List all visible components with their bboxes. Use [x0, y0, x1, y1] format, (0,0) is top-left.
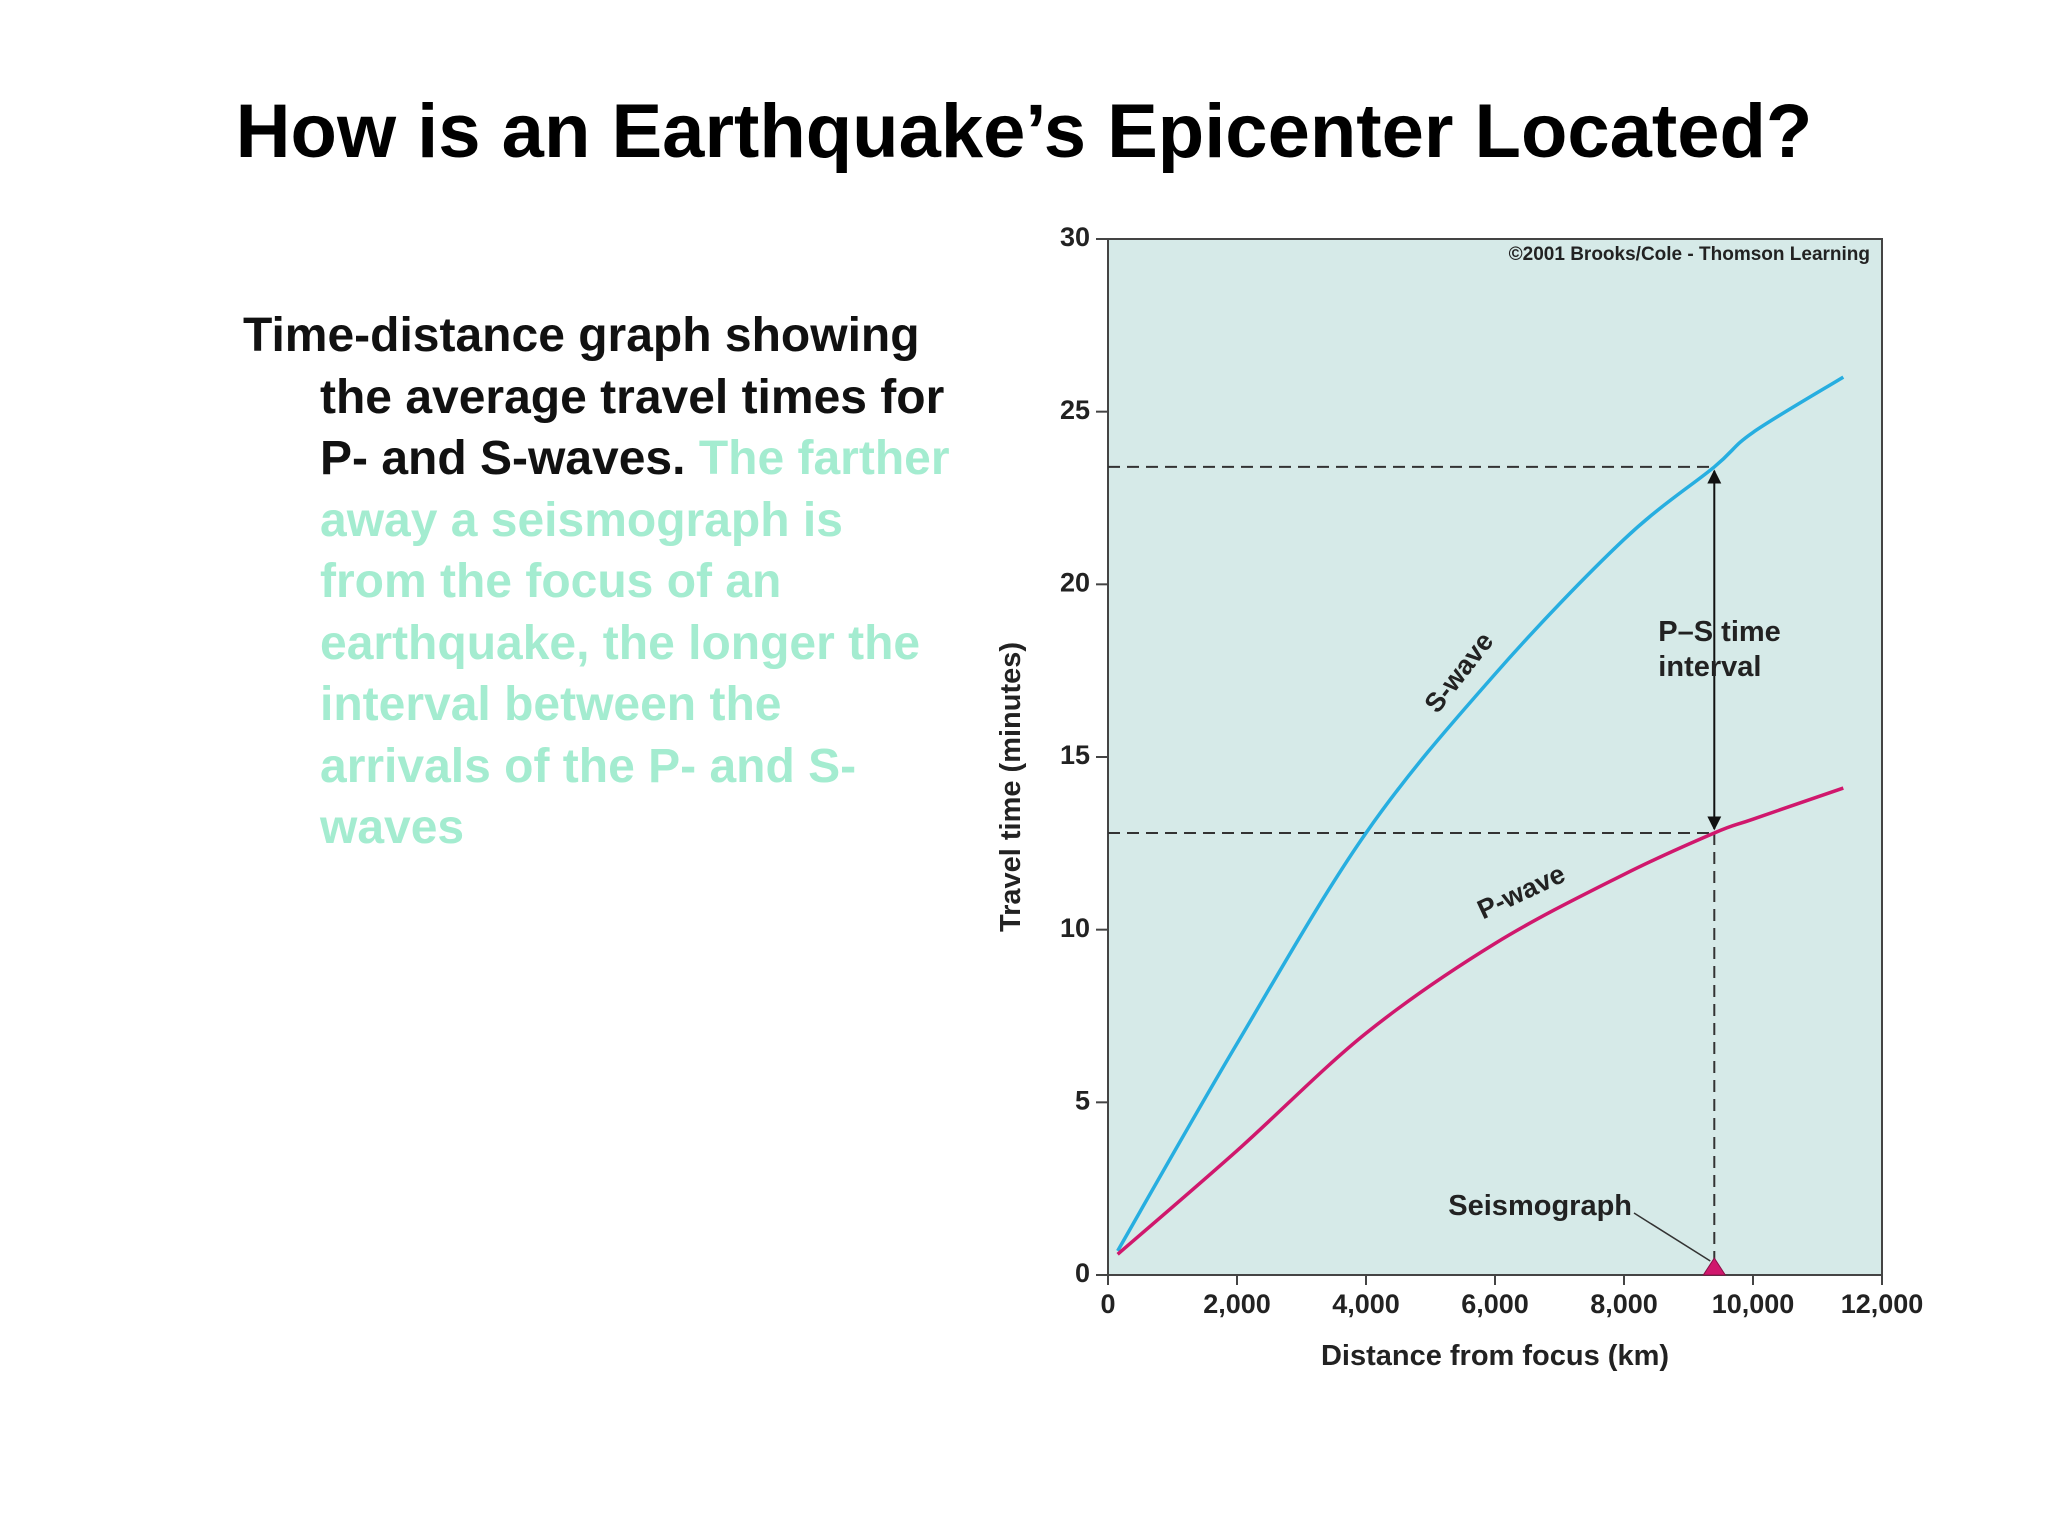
- slide-title: How is an Earthquake’s Epicenter Located…: [235, 89, 1813, 174]
- y-tick-label: 15: [1060, 740, 1090, 770]
- interval-label-box: P–S time interval: [1658, 616, 1781, 683]
- series-line: [1116, 375, 1845, 1252]
- x-tick-label: 12,000: [1841, 1289, 1924, 1319]
- x-tick-label: 2,000: [1203, 1289, 1271, 1319]
- paragraph-lead: Time-distance graph showing the average …: [243, 309, 945, 485]
- x-tick-label: 0: [1100, 1289, 1115, 1319]
- seismograph-marker: [1702, 1257, 1727, 1276]
- y-tick-label: 20: [1060, 567, 1090, 597]
- leader-line: [1633, 1212, 1711, 1262]
- x-tick-label: 4,000: [1332, 1289, 1400, 1319]
- series-line: [1116, 786, 1844, 1256]
- y-tick-label: 25: [1060, 395, 1090, 425]
- paragraph: Time-distance graph showing the average …: [243, 305, 958, 859]
- seismograph-label: Seismograph: [1448, 1190, 1632, 1222]
- y-tick-label: 0: [1075, 1258, 1090, 1288]
- y-axis-label: Travel time (minutes): [995, 642, 1027, 932]
- y-tick-label: 30: [1060, 222, 1090, 252]
- copyright: ©2001 Brooks/Cole - Thomson Learning: [1509, 244, 1870, 265]
- y-tick-label: 5: [1075, 1085, 1090, 1115]
- interval-label: P–S time interval: [1658, 616, 1781, 683]
- y-tick-label: 10: [1060, 913, 1090, 943]
- plot-area: [1107, 238, 1883, 1276]
- x-axis-label: Distance from focus (km): [1321, 1340, 1669, 1372]
- x-tick-label: 6,000: [1461, 1289, 1529, 1319]
- x-tick-label: 10,000: [1712, 1289, 1795, 1319]
- paragraph-highlight: The farther away a seismograph is from t…: [320, 432, 950, 854]
- x-tick-label: 8,000: [1590, 1289, 1658, 1319]
